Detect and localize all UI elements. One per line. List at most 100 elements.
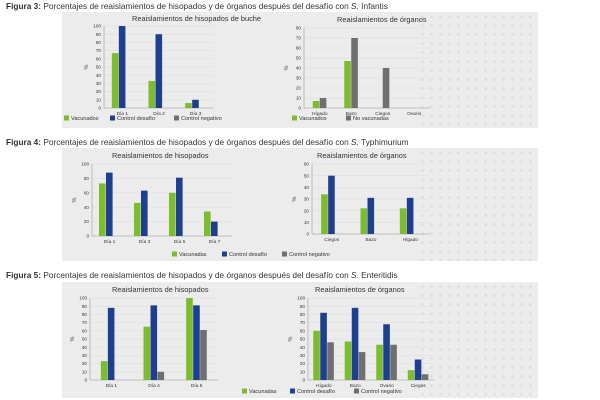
y-tick-label: 100 xyxy=(93,24,101,29)
legend-label: Control desafío xyxy=(229,252,267,258)
legend-label: Vacunadas xyxy=(179,252,207,258)
figure-5-caption: Figura 5: Porcentajes de reaislamientos … xyxy=(6,270,398,280)
bar-desafio xyxy=(141,190,148,236)
legend-swatch xyxy=(346,115,351,121)
bar-vacunados xyxy=(344,341,352,380)
legend-swatch xyxy=(292,115,297,121)
bar-negativo xyxy=(327,342,334,380)
chart-figure-4-organos: Reaislamientos de órganos 0 10 20 30 40 50 60% C… xyxy=(172,151,430,258)
y-tick-label: 60 xyxy=(96,56,102,61)
y-axis-label: % xyxy=(292,196,298,201)
x-tick-label: Día 7 xyxy=(209,239,221,245)
x-tick-label: Ciegos xyxy=(324,237,340,243)
y-tick-label: 10 xyxy=(296,96,302,101)
bar-negativo xyxy=(157,371,165,380)
y-tick-label: 20 xyxy=(96,89,102,94)
x-tick-label: Hígado xyxy=(403,237,419,243)
figure-5-panel xyxy=(62,282,538,398)
figure-4-caption-organism: Typhimurium xyxy=(358,137,409,147)
x-tick-label: Ovario xyxy=(380,383,394,389)
bar-desafio xyxy=(383,324,390,380)
y-tick-label: 60 xyxy=(300,328,306,333)
y-axis-label: % xyxy=(284,65,290,70)
bar-vacunados xyxy=(407,370,415,380)
bar-vacunados xyxy=(186,298,193,380)
bar-desafio xyxy=(211,221,218,236)
y-tick-label: 30 xyxy=(304,197,310,202)
bar-vacunados xyxy=(111,53,119,108)
x-tick-label: Día 2 xyxy=(153,111,165,117)
bar-desafio xyxy=(118,26,126,108)
x-tick-label: Hígado xyxy=(316,383,332,389)
bar-desafio xyxy=(328,175,335,234)
bar-vacunados xyxy=(185,103,192,108)
chart-title: Reaislamientos de hisopados xyxy=(112,151,209,160)
figure-5-caption-italic: S. xyxy=(351,270,359,280)
bar-vacunados xyxy=(321,194,328,234)
legend-swatch xyxy=(222,251,227,257)
legend-swatch xyxy=(172,251,177,257)
figure-4-caption-italic: S. xyxy=(351,137,359,147)
y-tick-label: 50 xyxy=(82,337,88,342)
bar-desafio xyxy=(106,172,113,236)
x-tick-label: Día 4 xyxy=(148,383,160,389)
bar-desafio xyxy=(193,305,200,380)
y-tick-label: 80 xyxy=(300,312,306,317)
bar-negativo xyxy=(351,38,358,108)
y-tick-label: 90 xyxy=(300,304,306,309)
figure-5-caption-text: Porcentajes de reaislamientos de hisopad… xyxy=(41,270,351,280)
bar-vacunados xyxy=(376,344,383,380)
y-tick-label: 80 xyxy=(96,40,102,45)
y-tick-label: 40 xyxy=(84,205,90,210)
bar-desafio xyxy=(414,359,422,380)
figure-5-caption-organism: Enteritidis xyxy=(358,270,398,280)
legend-swatch xyxy=(64,115,69,121)
y-tick-label: 70 xyxy=(296,36,302,41)
figure-3-caption-text: Porcentajes de reaislamientos de hisopad… xyxy=(41,1,351,11)
legend-label: Control desafío xyxy=(297,389,335,395)
bar-desafio xyxy=(406,197,414,234)
bar-vacunados xyxy=(313,330,320,380)
y-tick-label: 100 xyxy=(297,296,305,301)
y-tick-label: 30 xyxy=(82,353,88,358)
y-tick-label: 90 xyxy=(82,304,88,309)
y-tick-label: 10 xyxy=(96,97,102,102)
y-tick-label: 0 xyxy=(98,106,101,111)
bar-vacunados xyxy=(399,208,407,234)
bar-desafio xyxy=(155,34,163,109)
y-axis-label: % xyxy=(84,64,90,69)
chart-title: Reaislamientos de órganos xyxy=(317,151,407,160)
y-tick-label: 20 xyxy=(296,86,302,91)
bar-vacunados xyxy=(100,361,108,380)
y-tick-label: 40 xyxy=(296,66,302,71)
y-tick-label: 30 xyxy=(300,353,306,358)
legend-label: No vacunadas xyxy=(353,116,389,122)
legend-label: Control desafío xyxy=(117,116,155,122)
y-tick-label: 60 xyxy=(296,46,302,51)
y-tick-label: 40 xyxy=(96,73,102,78)
legend-swatch xyxy=(290,388,295,394)
y-tick-label: 0 xyxy=(302,378,305,383)
legend-label: Vacunados xyxy=(299,116,327,122)
bar-desafio xyxy=(320,312,327,380)
y-tick-label: 0 xyxy=(298,106,301,111)
y-tick-label: 40 xyxy=(300,345,306,350)
x-tick-label: Día 3 xyxy=(190,111,202,117)
chart-title: Reaislamientos de hisopados xyxy=(112,285,209,294)
x-tick-label: Bazo xyxy=(366,237,377,243)
x-tick-label: Día 5 xyxy=(174,239,186,245)
bar-vacunados xyxy=(99,183,106,236)
y-tick-label: 60 xyxy=(82,328,88,333)
y-tick-label: 40 xyxy=(304,185,310,190)
chart-title: Reaislamientos de órganos xyxy=(315,285,405,294)
y-tick-label: 20 xyxy=(82,361,88,366)
chart-figure-5-organos: Reaislamientos de órganos 0 10 20 30 40 50 60 70… xyxy=(242,285,434,395)
bar-desafio xyxy=(107,307,115,380)
bar-negativo xyxy=(358,352,366,380)
y-tick-label: 10 xyxy=(304,220,310,225)
x-tick-label: Día 1 xyxy=(104,239,116,245)
bar-negativo xyxy=(421,374,429,380)
bar-desafio xyxy=(367,197,375,234)
y-tick-label: 70 xyxy=(300,320,306,325)
y-tick-label: 60 xyxy=(84,190,90,195)
